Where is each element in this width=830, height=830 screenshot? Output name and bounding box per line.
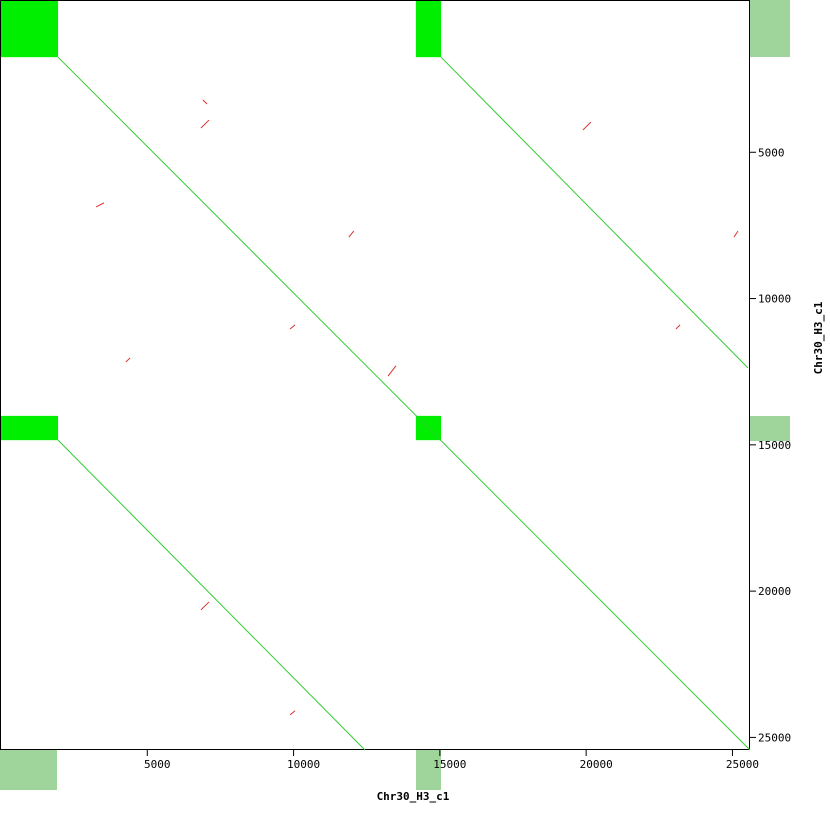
alignment-segment <box>440 56 749 369</box>
x-tick-label: 20000 <box>580 758 613 771</box>
match-block <box>415 1 442 58</box>
alignment-segment <box>733 230 739 238</box>
y-tick-label: 10000 <box>758 293 791 306</box>
alignment-segment <box>289 324 296 330</box>
alignment-segment <box>675 324 681 330</box>
alignment-segment <box>57 56 751 751</box>
alignment-segment <box>289 710 296 716</box>
match-block <box>1 1 59 58</box>
x-tick-label: 25000 <box>726 758 759 771</box>
alignment-segment <box>125 357 131 363</box>
alignment-segment <box>95 202 105 208</box>
alignment-segment <box>200 601 210 611</box>
alignment-segment <box>200 119 210 129</box>
y-tick-label: 20000 <box>758 585 791 598</box>
x-tick-label: 15000 <box>433 758 466 771</box>
alignment-segment <box>582 121 592 131</box>
y-tick-label: 5000 <box>758 146 785 159</box>
match-block <box>1 415 59 441</box>
margin-bar <box>416 750 441 790</box>
margin-bar <box>750 416 790 441</box>
alignment-segment <box>202 99 208 105</box>
margin-bar <box>750 0 790 57</box>
margin-bar <box>0 750 57 790</box>
y-tick-label: 25000 <box>758 731 791 744</box>
alignment-segment <box>387 365 397 377</box>
y-axis-label: Chr30_H3_c1 <box>812 301 825 374</box>
x-tick-label: 5000 <box>144 758 171 771</box>
alignment-segment <box>57 439 366 751</box>
x-axis-label: Chr30_H3_c1 <box>377 790 450 803</box>
x-tick-label: 10000 <box>287 758 320 771</box>
alignment-segment <box>348 230 355 238</box>
y-tick-label: 15000 <box>758 439 791 452</box>
